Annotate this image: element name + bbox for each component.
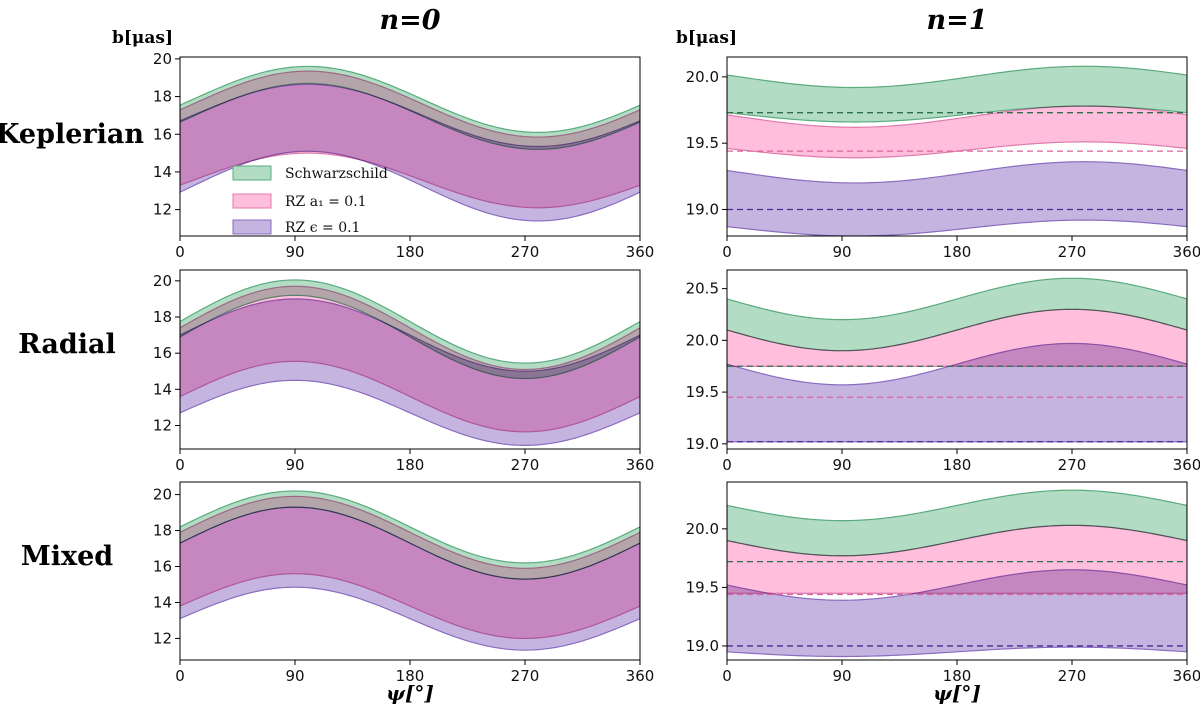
y-tick-label: 20.0 bbox=[686, 331, 719, 349]
y-tick-label: 18 bbox=[153, 308, 172, 326]
panel-keplerian-n1: 0 90 180 270 360 19.0 19.5 20.0 bbox=[686, 56, 1200, 261]
x-tick-label: 90 bbox=[832, 243, 851, 261]
panel-radial-n0: 0 90 180 270 360 12 14 16 18 20 bbox=[153, 269, 655, 474]
x-tick-label: 180 bbox=[396, 243, 425, 261]
y-tick-label: 18 bbox=[153, 88, 172, 106]
y-tick-label: 16 bbox=[153, 344, 172, 362]
plot-area bbox=[727, 65, 1187, 236]
x-tick-label: 90 bbox=[285, 667, 304, 685]
y-tick-label: 20.0 bbox=[686, 68, 719, 86]
x-tick-label: 270 bbox=[1058, 243, 1087, 261]
y-tick-label: 20 bbox=[153, 50, 172, 68]
x-tick-label: 360 bbox=[1173, 456, 1200, 474]
x-tick-label: 360 bbox=[1173, 667, 1200, 685]
x-tick-label: 270 bbox=[511, 243, 540, 261]
x-tick-label: 0 bbox=[175, 243, 185, 261]
x-tick-label: 0 bbox=[722, 243, 732, 261]
panel-radial-n1: 0 90 180 270 360 19.0 19.5 20.0 20.5 bbox=[686, 269, 1200, 474]
column-title-n0: n=0 bbox=[379, 5, 440, 36]
x-tick-label: 90 bbox=[832, 667, 851, 685]
band-schwarzschild bbox=[727, 65, 1187, 123]
y-tick-label: 16 bbox=[153, 558, 172, 576]
y-tick-label: 20.5 bbox=[686, 280, 719, 298]
x-tick-label: 360 bbox=[1173, 243, 1200, 261]
legend-label-rz-eps: RZ ϵ = 0.1 bbox=[285, 220, 360, 236]
y-tick-label: 20 bbox=[153, 486, 172, 504]
column-title-n1: n=1 bbox=[926, 5, 987, 36]
band-rz-eps bbox=[180, 506, 640, 651]
x-axis-label-n1: ψ[°] bbox=[933, 681, 981, 705]
x-tick-label: 0 bbox=[175, 667, 185, 685]
band-rz-a1 bbox=[727, 105, 1187, 159]
x-tick-label: 360 bbox=[626, 667, 655, 685]
y-tick-label: 19.5 bbox=[686, 578, 719, 596]
x-tick-label: 180 bbox=[943, 456, 972, 474]
x-tick-label: 180 bbox=[943, 667, 972, 685]
y-tick-label: 12 bbox=[153, 201, 172, 219]
x-tick-label: 90 bbox=[285, 456, 304, 474]
y-tick-label: 19.0 bbox=[686, 637, 719, 655]
panel-mixed-n1: 0 90 180 270 360 19.0 19.5 20.0 bbox=[686, 481, 1200, 685]
legend-swatch-rz-eps bbox=[232, 219, 272, 235]
x-tick-label: 360 bbox=[626, 456, 655, 474]
legend-label-rz-a1: RZ a₁ = 0.1 bbox=[285, 194, 367, 210]
panel-keplerian-n0: 0 90 180 270 360 12 14 16 18 20 bbox=[153, 50, 654, 261]
x-tick-label: 270 bbox=[511, 667, 540, 685]
band-rz-eps bbox=[180, 298, 640, 446]
band-rz-eps bbox=[180, 83, 640, 222]
y-tick-label: 16 bbox=[153, 125, 172, 143]
x-tick-label: 270 bbox=[1058, 667, 1087, 685]
y-tick-label: 19.5 bbox=[686, 134, 719, 152]
plot-area bbox=[180, 279, 640, 446]
y-tick-label: 19.0 bbox=[686, 435, 719, 453]
y-unit-label-n0: b[μas] bbox=[112, 28, 173, 48]
y-unit-label-n1: b[μas] bbox=[676, 28, 737, 48]
legend: Schwarzschild RZ a₁ = 0.1 RZ ϵ = 0.1 bbox=[232, 165, 388, 236]
x-axis-label-n0: ψ[°] bbox=[386, 681, 434, 705]
band-rz-eps bbox=[727, 161, 1187, 236]
y-tick-label: 12 bbox=[153, 629, 172, 647]
y-tick-label: 20.0 bbox=[686, 520, 719, 538]
plot-area bbox=[180, 65, 640, 222]
x-tick-label: 270 bbox=[1058, 456, 1087, 474]
plot-area bbox=[727, 489, 1187, 658]
band-rz-eps bbox=[727, 569, 1187, 658]
plot-area bbox=[180, 490, 640, 651]
x-tick-label: 180 bbox=[396, 667, 425, 685]
plot-area bbox=[727, 277, 1187, 443]
panel-mixed-n0: 0 90 180 270 360 12 14 16 18 20 bbox=[153, 481, 655, 685]
x-tick-label: 0 bbox=[722, 667, 732, 685]
x-tick-label: 180 bbox=[943, 243, 972, 261]
legend-swatch-rz-a1 bbox=[232, 193, 272, 209]
row-label-radial: Radial bbox=[18, 329, 115, 360]
legend-swatch-schwarzschild bbox=[232, 165, 272, 181]
x-tick-label: 270 bbox=[511, 456, 540, 474]
x-tick-label: 90 bbox=[832, 456, 851, 474]
y-tick-label: 12 bbox=[153, 416, 172, 434]
x-tick-label: 360 bbox=[626, 243, 655, 261]
x-tick-label: 90 bbox=[285, 243, 304, 261]
y-tick-label: 19.0 bbox=[686, 200, 719, 218]
y-tick-label: 14 bbox=[153, 163, 172, 181]
x-tick-label: 180 bbox=[396, 456, 425, 474]
y-tick-label: 20 bbox=[153, 272, 172, 290]
y-tick-label: 18 bbox=[153, 522, 172, 540]
y-tick-label: 14 bbox=[153, 593, 172, 611]
y-tick-label: 19.5 bbox=[686, 383, 719, 401]
x-tick-label: 0 bbox=[722, 456, 732, 474]
y-tick-label: 14 bbox=[153, 380, 172, 398]
row-label-mixed: Mixed bbox=[21, 541, 113, 572]
row-label-keplerian: Keplerian bbox=[0, 119, 144, 150]
legend-label-schwarzschild: Schwarzschild bbox=[285, 166, 388, 182]
x-tick-label: 0 bbox=[175, 456, 185, 474]
